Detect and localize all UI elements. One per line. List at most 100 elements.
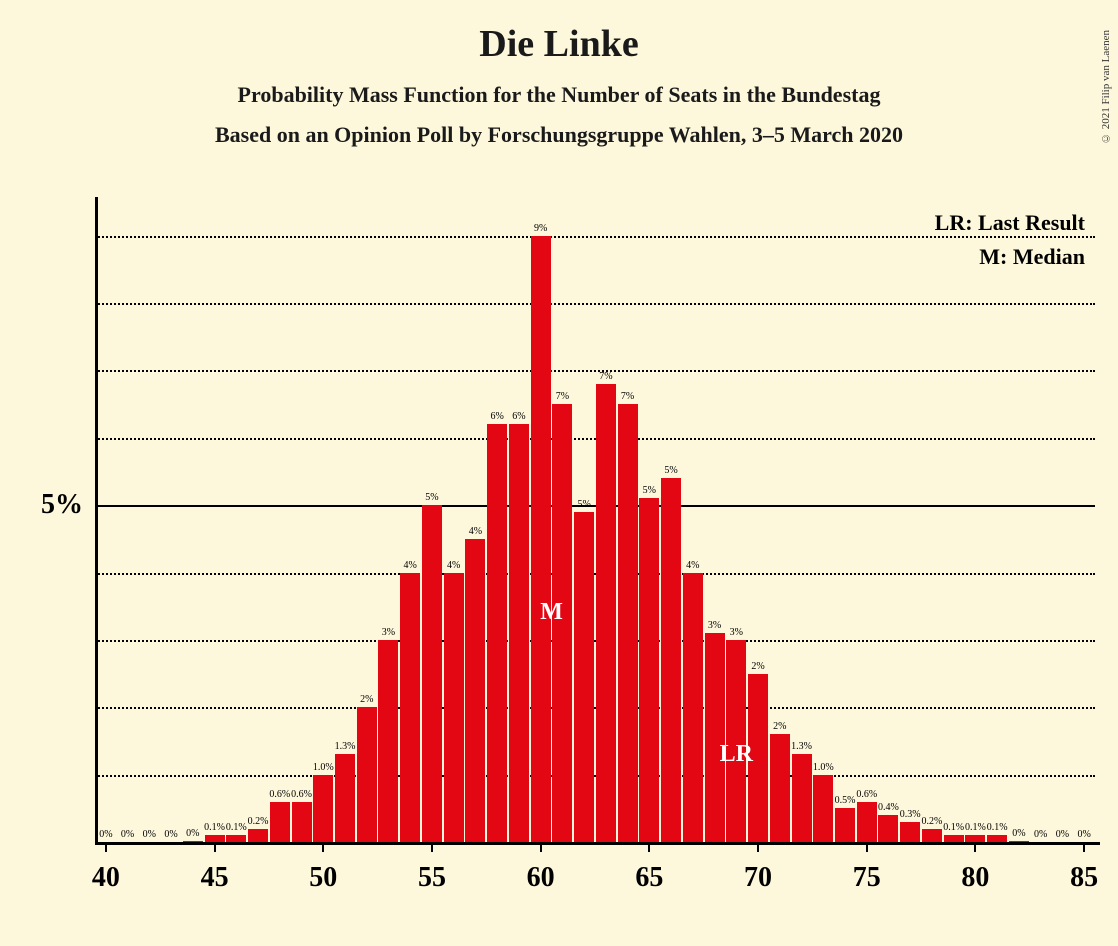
bar: 1.0% (813, 775, 833, 842)
bar-value-label: 1.3% (335, 741, 356, 752)
bar: 4% (683, 573, 703, 842)
bar: 5% (661, 478, 681, 842)
bar-value-label: 2% (773, 721, 786, 732)
bar-value-label: 0% (1012, 828, 1025, 839)
bar: 6% (509, 424, 529, 842)
bar-value-label: 0.2% (922, 816, 943, 827)
bar-value-label: 0.6% (856, 789, 877, 800)
x-tick-label: 80 (961, 862, 989, 894)
bar-value-label: 0% (186, 828, 199, 839)
bar: 0.6% (292, 802, 312, 842)
legend-last-result: LR: Last Result (935, 210, 1085, 236)
chart-plot-area: 5%0%0%0%0%0%0.1%0.1%0.2%0.6%0.6%1.0%1.3%… (95, 202, 1095, 842)
bar-value-label: 1.0% (313, 762, 334, 773)
bar-value-label: 5% (643, 485, 656, 496)
bar: 2% (770, 734, 790, 842)
chart-subtitle-2: Based on an Opinion Poll by Forschungsgr… (0, 122, 1118, 148)
bar-value-label: 0.2% (248, 816, 269, 827)
bar-value-label: 7% (621, 391, 634, 402)
bar-value-label: 6% (512, 411, 525, 422)
x-tick (105, 842, 107, 852)
bar-value-label: 1.3% (791, 741, 812, 752)
bar-value-label: 7% (599, 371, 612, 382)
chart-annotation: M (540, 599, 563, 626)
bar: 0.2% (922, 829, 942, 842)
gridline (95, 370, 1095, 372)
bar: 5% (422, 505, 442, 842)
x-tick (866, 842, 868, 852)
bar: 0.2% (248, 829, 268, 842)
bar: 4% (400, 573, 420, 842)
bar-value-label: 0% (164, 829, 177, 840)
bar-value-label: 4% (469, 526, 482, 537)
bar: 5% (574, 512, 594, 842)
bar: 0.1% (965, 835, 985, 842)
x-tick (648, 842, 650, 852)
bar-value-label: 5% (577, 499, 590, 510)
copyright-text: © 2021 Filip van Laenen (1100, 30, 1112, 144)
bar: 0.1% (205, 835, 225, 842)
x-tick-label: 60 (527, 862, 555, 894)
y-axis (95, 197, 98, 842)
x-tick (431, 842, 433, 852)
legend-median: M: Median (935, 244, 1085, 270)
bar: 0.1% (226, 835, 246, 842)
bar: 1.0% (313, 775, 333, 842)
x-tick-label: 65 (635, 862, 663, 894)
gridline (95, 303, 1095, 305)
bar-value-label: 5% (425, 492, 438, 503)
x-tick (214, 842, 216, 852)
chart-title: Die Linke (0, 22, 1118, 66)
x-tick (1083, 842, 1085, 852)
bar-value-label: 0% (1077, 829, 1090, 840)
bar-value-label: 0.6% (269, 789, 290, 800)
bar-value-label: 0.1% (204, 822, 225, 833)
x-tick (974, 842, 976, 852)
bar-value-label: 3% (708, 620, 721, 631)
bar: 7% (596, 384, 616, 842)
bar-value-label: 0.1% (965, 822, 986, 833)
x-tick (757, 842, 759, 852)
bar: 3% (705, 633, 725, 842)
bar: 0.6% (857, 802, 877, 842)
bar-value-label: 0.6% (291, 789, 312, 800)
bar: 2% (357, 707, 377, 842)
x-tick-label: 45 (201, 862, 229, 894)
bar: 0.3% (900, 822, 920, 842)
bar-value-label: 4% (447, 560, 460, 571)
bar: 0.5% (835, 808, 855, 842)
x-tick-label: 70 (744, 862, 772, 894)
bar: 0.6% (270, 802, 290, 842)
bar: 3% (378, 640, 398, 842)
x-tick (322, 842, 324, 852)
bar-value-label: 0.4% (878, 802, 899, 813)
y-axis-label: 5% (41, 489, 83, 521)
bar-value-label: 0% (99, 829, 112, 840)
bar-value-label: 0.5% (835, 795, 856, 806)
bar-value-label: 4% (686, 560, 699, 571)
bar: 1.3% (335, 754, 355, 842)
bar-value-label: 1.0% (813, 762, 834, 773)
bar-value-label: 0% (121, 829, 134, 840)
bar-value-label: 3% (382, 627, 395, 638)
bar: 0.4% (878, 815, 898, 842)
x-tick-label: 50 (309, 862, 337, 894)
bar-value-label: 0.3% (900, 809, 921, 820)
x-tick-label: 75 (853, 862, 881, 894)
x-tick (540, 842, 542, 852)
bar: 1.3% (792, 754, 812, 842)
x-tick-label: 55 (418, 862, 446, 894)
bar: 7% (618, 404, 638, 842)
bar-value-label: 0% (1034, 829, 1047, 840)
bar-value-label: 0% (143, 829, 156, 840)
bar: 6% (487, 424, 507, 842)
bar-value-label: 9% (534, 223, 547, 234)
bar-value-label: 2% (751, 661, 764, 672)
bar-value-label: 0% (1056, 829, 1069, 840)
bar-value-label: 3% (730, 627, 743, 638)
bar-value-label: 0.1% (943, 822, 964, 833)
bar-value-label: 6% (491, 411, 504, 422)
bar: 4% (465, 539, 485, 842)
x-tick-label: 40 (92, 862, 120, 894)
bar-value-label: 2% (360, 694, 373, 705)
